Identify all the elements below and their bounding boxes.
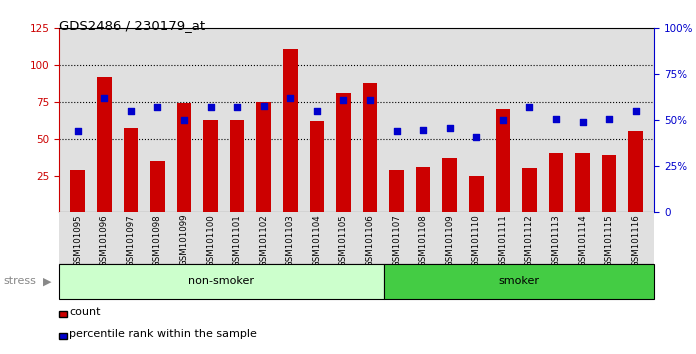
Bar	[97, 77, 111, 212]
Point	[72, 129, 84, 134]
Text: GSM101110: GSM101110	[472, 214, 481, 267]
Bar	[602, 155, 617, 212]
Text: GSM101104: GSM101104	[313, 214, 322, 267]
Bar	[70, 170, 85, 212]
Bar	[443, 158, 457, 212]
Text: GSM101097: GSM101097	[127, 214, 136, 267]
Point	[285, 96, 296, 101]
Point	[418, 127, 429, 132]
Text: GSM101102: GSM101102	[259, 214, 268, 267]
Bar	[548, 154, 563, 212]
Text: GSM101109: GSM101109	[445, 214, 454, 267]
Point	[391, 129, 402, 134]
Point	[178, 118, 189, 123]
Point	[524, 105, 535, 110]
Text: GSM101115: GSM101115	[605, 214, 614, 267]
Bar	[203, 120, 218, 212]
Text: GSM101105: GSM101105	[339, 214, 348, 267]
Text: GSM101106: GSM101106	[365, 214, 374, 267]
Point	[365, 97, 376, 103]
Text: GSM101099: GSM101099	[180, 214, 189, 267]
Point	[338, 97, 349, 103]
Text: GSM101113: GSM101113	[551, 214, 560, 267]
Bar	[389, 170, 404, 212]
Text: GDS2486 / 230179_at: GDS2486 / 230179_at	[59, 19, 205, 33]
Point	[551, 116, 562, 121]
Point	[444, 125, 455, 131]
Bar	[230, 120, 244, 212]
Text: GSM101116: GSM101116	[631, 214, 640, 267]
Point	[152, 105, 163, 110]
Point	[258, 103, 269, 108]
Point	[630, 108, 641, 114]
Point	[603, 116, 615, 121]
Bar	[283, 49, 298, 212]
Bar	[336, 93, 351, 212]
Text: GSM101108: GSM101108	[418, 214, 427, 267]
Text: GSM101098: GSM101098	[153, 214, 162, 267]
Text: non-smoker: non-smoker	[189, 276, 255, 286]
Point	[99, 96, 110, 101]
Text: GSM101103: GSM101103	[286, 214, 295, 267]
Bar	[522, 168, 537, 212]
Point	[311, 108, 322, 114]
Bar	[383, 264, 654, 299]
Text: GSM101111: GSM101111	[498, 214, 507, 267]
Bar	[496, 109, 510, 212]
Text: count: count	[69, 307, 101, 317]
Text: GSM101114: GSM101114	[578, 214, 587, 267]
Text: GSM101112: GSM101112	[525, 214, 534, 267]
Point	[577, 119, 588, 125]
Bar	[310, 121, 324, 212]
Text: percentile rank within the sample: percentile rank within the sample	[69, 329, 257, 339]
Bar	[59, 264, 383, 299]
Text: smoker: smoker	[498, 276, 539, 286]
Text: ▶: ▶	[43, 276, 52, 286]
Bar	[256, 102, 271, 212]
Bar	[628, 131, 643, 212]
Bar	[177, 103, 191, 212]
Bar	[150, 161, 165, 212]
Bar	[469, 176, 484, 212]
Point	[125, 108, 136, 114]
Text: GSM101100: GSM101100	[206, 214, 215, 267]
Bar	[575, 154, 590, 212]
Text: GSM101096: GSM101096	[100, 214, 109, 267]
Bar	[416, 167, 430, 212]
Point	[205, 105, 216, 110]
Text: GSM101107: GSM101107	[392, 214, 401, 267]
Text: GSM101095: GSM101095	[73, 214, 82, 267]
Point	[470, 134, 482, 140]
Text: stress: stress	[3, 276, 36, 286]
Point	[232, 105, 243, 110]
Bar	[124, 129, 139, 212]
Point	[497, 118, 508, 123]
Bar	[363, 83, 377, 212]
Text: GSM101101: GSM101101	[232, 214, 242, 267]
